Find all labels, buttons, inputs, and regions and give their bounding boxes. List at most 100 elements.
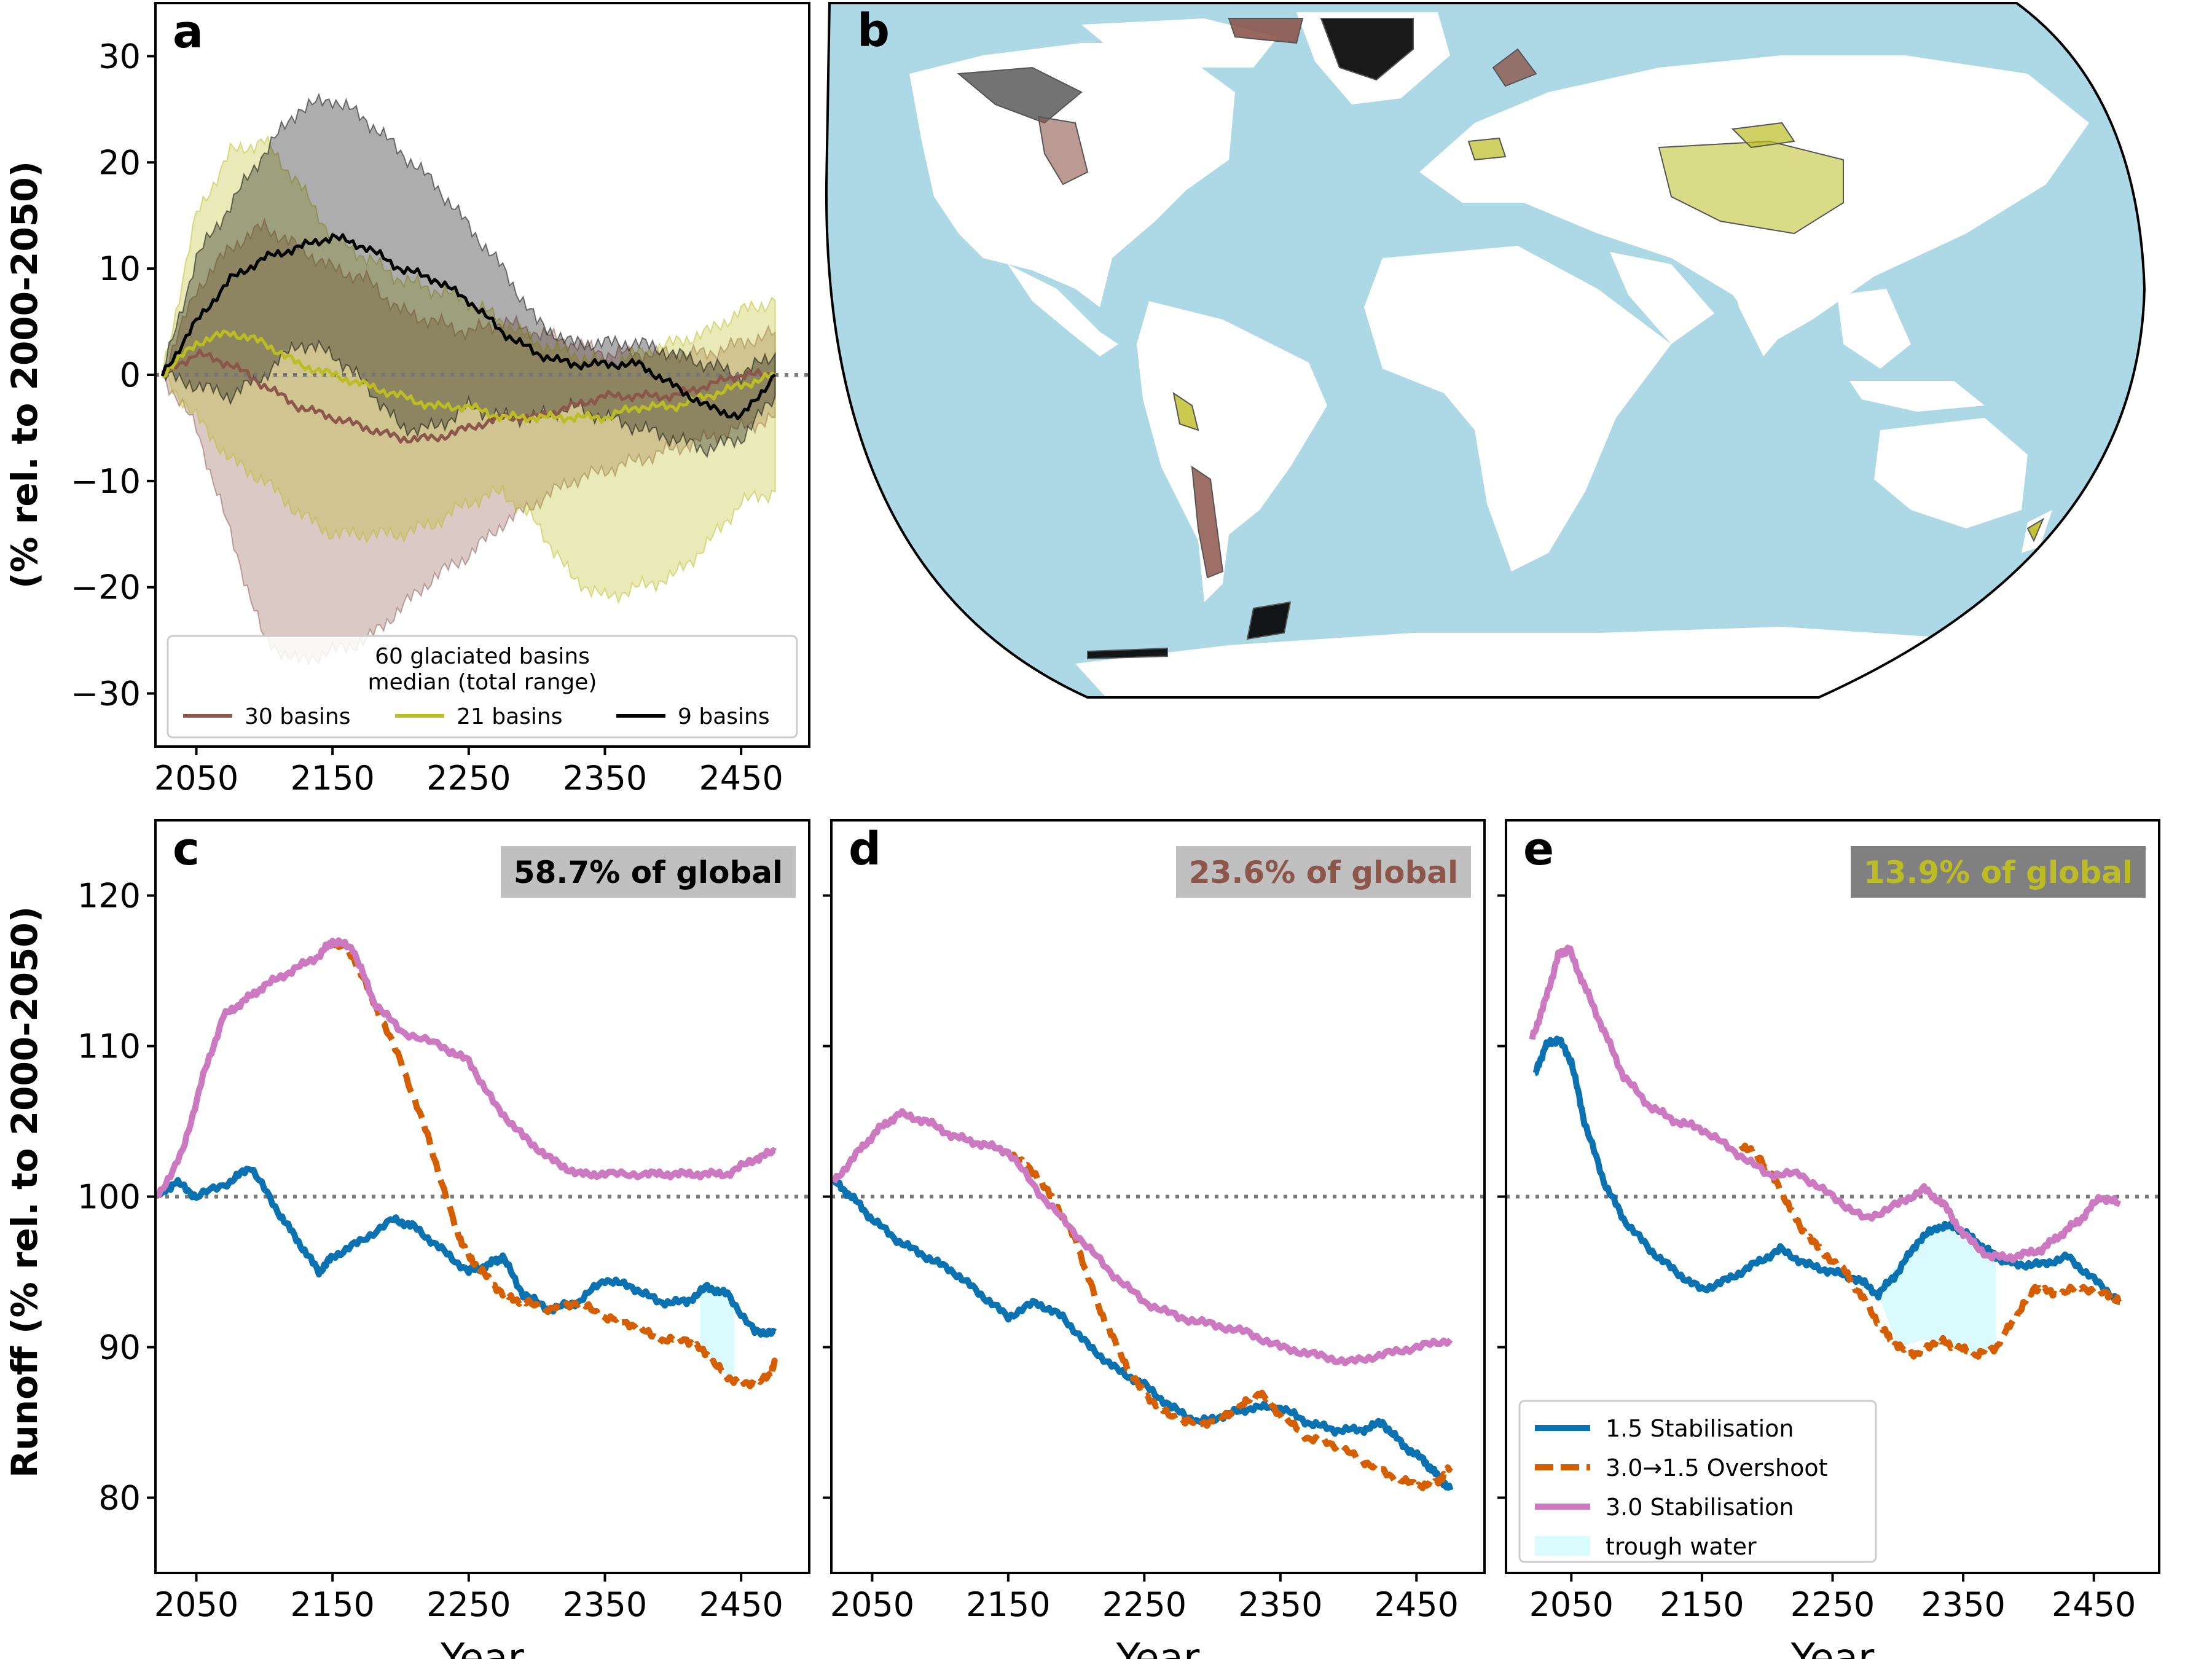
legend-label: trough water <box>1606 1533 1757 1560</box>
x-axis-label: Year <box>440 1636 524 1659</box>
panel-c: 2050 2150 2250 2350 2450 80 90 100 110 120 Year c 58… <box>77 819 810 1659</box>
panel-label: e <box>1523 823 1554 876</box>
legend-label: 1.5 Stabilisation <box>1606 1415 1794 1442</box>
series-line-9-basins <box>160 233 776 420</box>
legend-box <box>1518 1400 1877 1563</box>
legend-label: 21 basins <box>457 704 563 729</box>
land-australia <box>1874 418 2028 528</box>
y-tick-label: −10 <box>71 462 141 501</box>
y-tick-label: 90 <box>98 1328 141 1367</box>
x-tick-label: 2250 <box>426 759 511 798</box>
legend-label: 3.0→1.5 Overshoot <box>1606 1454 1827 1481</box>
high-mountain-asia <box>1658 140 1844 235</box>
legend-swatch-trough <box>1535 1536 1590 1556</box>
panel-e: 2050 2150 2250 2350 2450 Year e 13.9% of global… <box>1497 819 2160 1659</box>
patagonia-basins <box>1191 465 1224 579</box>
plot-area <box>155 937 809 1390</box>
legend-label: 9 basins <box>678 704 770 729</box>
panel-b-world-map: b <box>825 2 2146 699</box>
land-arabia <box>1610 252 1714 344</box>
legend-title: 60 glaciated basins <box>375 644 590 669</box>
x-tick-label: 2350 <box>563 1585 647 1624</box>
series-line-1-5-Stabilisation <box>156 1166 777 1338</box>
x-tick-label: 2150 <box>1660 1585 1744 1624</box>
antarctic-coast <box>1087 647 1168 660</box>
x-tick-label: 2250 <box>1102 1585 1186 1624</box>
global-share-text: 58.7% of global <box>514 855 783 890</box>
y-tick-label: −20 <box>71 568 141 607</box>
panel-label: a <box>173 6 203 58</box>
y-tick-label: 110 <box>77 1027 141 1066</box>
legend-box <box>167 635 798 739</box>
y-tick-label: 10 <box>98 249 141 288</box>
series-line-3-0-Stabilisation <box>1529 944 2122 1263</box>
western-canada-basins <box>1037 116 1089 186</box>
map-outline <box>825 2 2146 699</box>
legend-subtitle: median (total range) <box>368 670 597 695</box>
y-tick-label: 100 <box>77 1178 141 1217</box>
subantarctic-basins <box>1246 601 1292 640</box>
land-south-america <box>1137 301 1327 602</box>
series-line-3-0-1-5-Overshoot <box>1005 1151 1453 1491</box>
central-asia-basins <box>1731 122 1795 149</box>
series-line-1-5-Stabilisation <box>1532 1035 2121 1305</box>
panel-label: d <box>849 823 881 876</box>
panel-a: 2050 2150 2250 2350 2450 −30 −20 −10 0 10 20 30 a 60 … <box>71 2 810 798</box>
x-tick-label: 2250 <box>1790 1585 1875 1624</box>
land-canadian-arctic <box>1081 18 1278 68</box>
y-tick-label: 120 <box>77 877 141 916</box>
global-share-text: 13.9% of global <box>1864 855 2133 890</box>
x-tick-label: 2150 <box>966 1585 1050 1624</box>
x-tick-label: 2350 <box>1238 1585 1322 1624</box>
andes-basins <box>1172 391 1199 431</box>
x-tick-label: 2450 <box>2052 1585 2136 1624</box>
greenland-ice <box>1320 18 1414 81</box>
x-tick-label: 2250 <box>426 1585 511 1624</box>
land-africa <box>1364 246 1671 571</box>
x-axis-label: Year <box>1790 1636 1875 1659</box>
x-tick-label: 2150 <box>290 759 374 798</box>
panel-d: 2050 2150 2250 2350 2450 Year d 23.6% of global <box>823 819 1486 1659</box>
x-tick-label: 2150 <box>290 1585 374 1624</box>
land-southeast-asia <box>1837 289 1911 369</box>
series-line-21-basins <box>162 329 776 424</box>
y-tick-label: 0 <box>120 356 141 394</box>
global-share-badge <box>501 846 796 898</box>
trough-water-area <box>700 1287 735 1385</box>
plot-area <box>1506 944 2159 1360</box>
y-tick-label: −30 <box>71 675 141 713</box>
y-tick-label: 20 <box>98 143 141 182</box>
plot-area <box>831 1108 1484 1491</box>
x-tick-label: 2450 <box>1375 1585 1459 1624</box>
legend-label: 3.0 Stabilisation <box>1606 1494 1794 1521</box>
y-tick-label: 80 <box>98 1479 141 1518</box>
series-line-1-5-Stabilisation <box>831 1177 1454 1491</box>
global-share-badge <box>1176 846 1471 898</box>
x-tick-label: 2350 <box>563 759 647 798</box>
new-zealand-basins <box>2026 517 2045 543</box>
land-antarctica <box>1075 627 2028 697</box>
range-band-21-basins <box>162 135 776 605</box>
x-tick-label: 2050 <box>1529 1585 1614 1624</box>
scandinavia-basins <box>1492 48 1537 87</box>
global-share-text: 23.6% of global <box>1189 855 1458 890</box>
ylabel-bottom: Runoff (% rel. to 2000-2050) <box>4 906 45 1478</box>
arctic-canada-basins <box>1228 18 1304 44</box>
panel-label: b <box>857 4 890 57</box>
legend-label: 30 basins <box>245 704 351 729</box>
series-line-3-0-1-5-Overshoot <box>1738 1142 2122 1360</box>
x-axis-label: Year <box>1116 1636 1200 1659</box>
x-tick-label: 2450 <box>699 1585 783 1624</box>
global-share-badge <box>1851 846 2146 898</box>
series-line-30-basins <box>162 348 777 444</box>
x-tick-label: 2050 <box>830 1585 914 1624</box>
x-tick-label: 2050 <box>154 1585 238 1624</box>
ylabel-top: (% rel. to 2000-2050) <box>4 161 45 589</box>
alps-basins <box>1467 137 1507 161</box>
series-line-3-0-Stabilisation <box>831 1108 1453 1367</box>
land-indonesia <box>1849 381 1985 412</box>
glacier-basins <box>957 18 2045 660</box>
x-tick-label: 2050 <box>154 759 238 798</box>
land-central-america <box>1008 264 1118 356</box>
